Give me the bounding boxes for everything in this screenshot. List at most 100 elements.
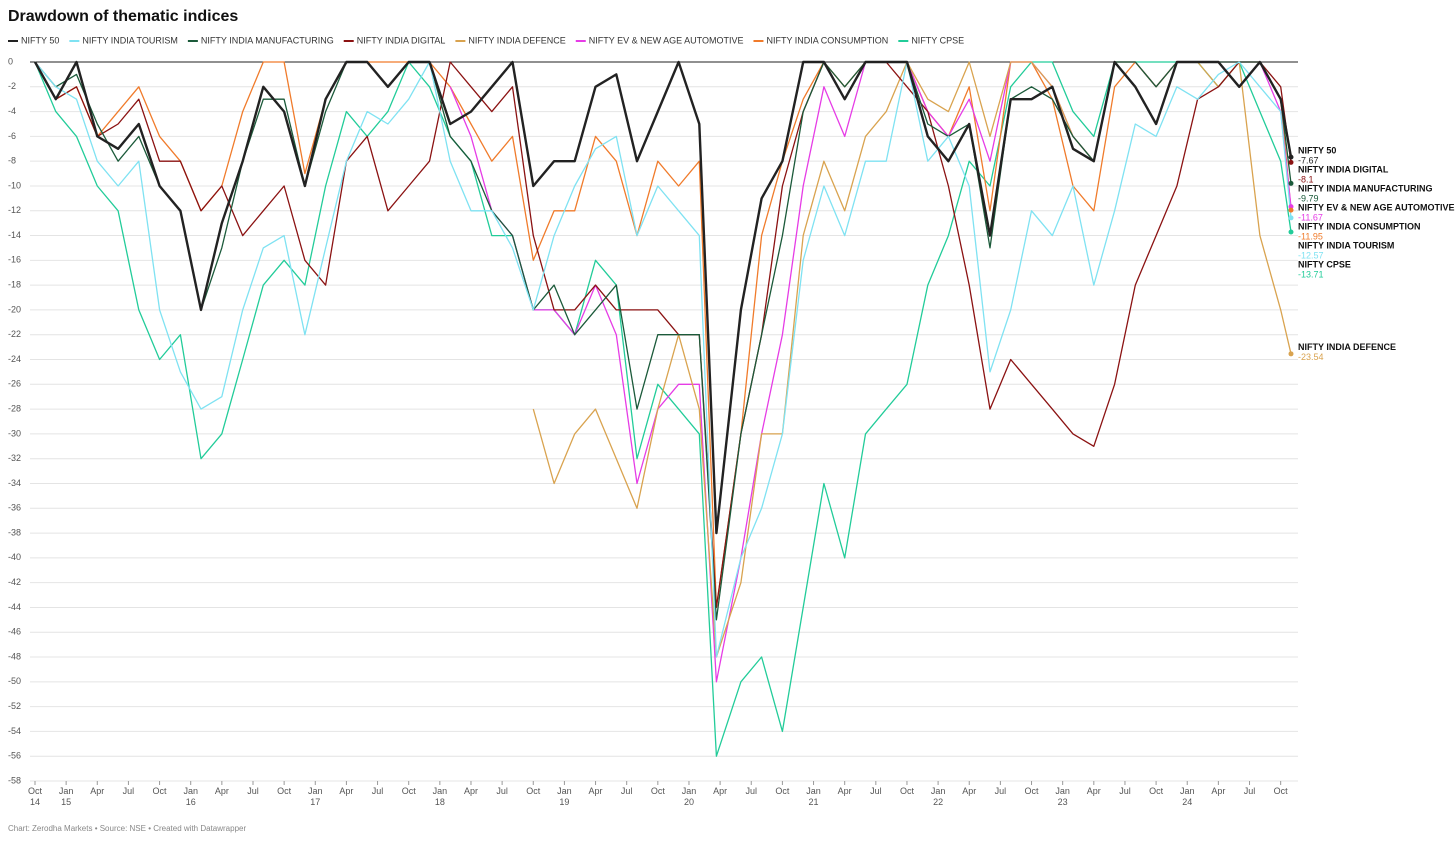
y-tick-label: -54 (8, 726, 21, 736)
y-tick-label: -24 (8, 354, 21, 364)
y-tick-label: -28 (8, 403, 21, 413)
x-tick-label: Jul (247, 786, 259, 796)
x-tick-label: Jan 18 (433, 786, 448, 807)
y-tick-label: -50 (8, 676, 21, 686)
y-tick-label: -12 (8, 205, 21, 215)
x-tick-label: Apr (90, 786, 104, 796)
x-tick-label: Apr (838, 786, 852, 796)
series-line (34, 61, 1292, 609)
series-line (34, 61, 1292, 609)
y-tick-label: -52 (8, 701, 21, 711)
x-tick-label: Oct (277, 786, 292, 796)
y-tick-label: 0 (8, 56, 13, 66)
legend-label: NIFTY INDIA CONSUMPTION (766, 35, 888, 45)
end-label-name: NIFTY INDIA MANUFACTURING (1298, 183, 1433, 193)
end-label-name: NIFTY CPSE (1298, 259, 1351, 269)
x-tick-label: Oct (651, 786, 666, 796)
legend-label: NIFTY CPSE (911, 35, 964, 45)
x-tick-label: Oct (153, 786, 168, 796)
end-label-value: -11.67 (1298, 212, 1323, 222)
end-label-name: NIFTY 50 (1298, 145, 1336, 155)
x-tick-label: Jul (995, 786, 1007, 796)
y-tick-label: -46 (8, 627, 21, 637)
x-tick-label: Jan 22 (931, 786, 946, 807)
end-point (1288, 215, 1294, 221)
x-tick-label: Jan 24 (1180, 786, 1195, 807)
x-tick-label: Apr (215, 786, 229, 796)
x-tick-label: Oct (402, 786, 417, 796)
y-tick-label: -26 (8, 379, 21, 389)
series-line (34, 61, 1292, 621)
legend-label: NIFTY INDIA DIGITAL (357, 35, 446, 45)
end-label-value: -11.95 (1298, 231, 1323, 241)
y-tick-label: -22 (8, 329, 21, 339)
end-label-name: NIFTY INDIA CONSUMPTION (1298, 221, 1421, 231)
end-label-value: -9.79 (1298, 193, 1319, 203)
y-tick-label: -40 (8, 552, 21, 562)
end-label-name: NIFTY INDIA DIGITAL (1298, 164, 1389, 174)
y-tick-label: -58 (8, 775, 21, 785)
legend-label: NIFTY EV & NEW AGE AUTOMOTIVE (589, 35, 744, 45)
y-tick-label: -38 (8, 527, 21, 537)
y-tick-label: -2 (8, 81, 16, 91)
end-label-value: -8.1 (1298, 174, 1314, 184)
end-label-value: -13.71 (1298, 269, 1324, 279)
y-tick-label: -14 (8, 230, 21, 240)
end-label-value: -12.57 (1298, 250, 1324, 260)
x-tick-label: Oct (1149, 786, 1164, 796)
chart-footer: Chart: Zerodha Markets • Source: NSE • C… (8, 824, 246, 833)
end-label-name: NIFTY EV & NEW AGE AUTOMOTIVE (1298, 202, 1455, 212)
end-label-name: NIFTY INDIA DEFENCE (1298, 342, 1396, 352)
x-tick-label: Oct (775, 786, 790, 796)
x-tick-label: Jul (1244, 786, 1256, 796)
x-tick-label: Apr (1087, 786, 1101, 796)
x-tick-label: Jan 19 (557, 786, 572, 807)
x-tick-label: Jul (496, 786, 508, 796)
chart-title: Drawdown of thematic indices (8, 8, 238, 25)
y-tick-label: -56 (8, 751, 21, 761)
y-tick-label: -34 (8, 478, 21, 488)
end-point (1288, 229, 1294, 235)
y-tick-label: -8 (8, 156, 16, 166)
y-tick-label: -6 (8, 131, 16, 141)
end-label-value: -7.67 (1298, 155, 1319, 165)
legend-label: NIFTY INDIA DEFENCE (468, 35, 565, 45)
x-tick-label: Apr (464, 786, 478, 796)
end-point (1288, 351, 1294, 357)
end-point (1288, 159, 1294, 165)
x-tick-label: Jan 16 (183, 786, 198, 807)
x-tick-label: Jul (621, 786, 633, 796)
x-tick-label: Jan 21 (806, 786, 821, 807)
legend-label: NIFTY INDIA TOURISM (82, 35, 178, 45)
legend-label: NIFTY INDIA MANUFACTURING (201, 35, 334, 45)
x-tick-label: Apr (1211, 786, 1225, 796)
x-tick-label: Oct 14 (28, 786, 43, 807)
y-tick-label: -30 (8, 428, 21, 438)
x-tick-label: Oct (1025, 786, 1040, 796)
legend-label: NIFTY 50 (21, 35, 59, 45)
x-tick-label: Jan 17 (308, 786, 323, 807)
x-tick-label: Jul (372, 786, 384, 796)
y-tick-label: -10 (8, 180, 21, 190)
x-tick-label: Oct (900, 786, 915, 796)
y-tick-label: -18 (8, 280, 21, 290)
x-tick-label: Jul (745, 786, 757, 796)
x-tick-label: Apr (713, 786, 727, 796)
end-point (1288, 207, 1294, 213)
y-tick-label: -4 (8, 106, 16, 116)
y-tick-label: -16 (8, 255, 21, 265)
end-label-value: -23.54 (1298, 352, 1324, 362)
x-tick-label: Jul (123, 786, 135, 796)
y-tick-label: -48 (8, 651, 21, 661)
y-tick-label: -42 (8, 577, 21, 587)
y-tick-label: -36 (8, 503, 21, 513)
y-tick-label: -32 (8, 453, 21, 463)
x-tick-label: Jan 15 (59, 786, 74, 807)
end-point (1288, 154, 1294, 160)
y-tick-label: -44 (8, 602, 21, 612)
x-tick-label: Jan 23 (1055, 786, 1070, 807)
end-point (1288, 204, 1294, 210)
x-tick-label: Oct (1274, 786, 1289, 796)
end-point (1288, 180, 1294, 186)
